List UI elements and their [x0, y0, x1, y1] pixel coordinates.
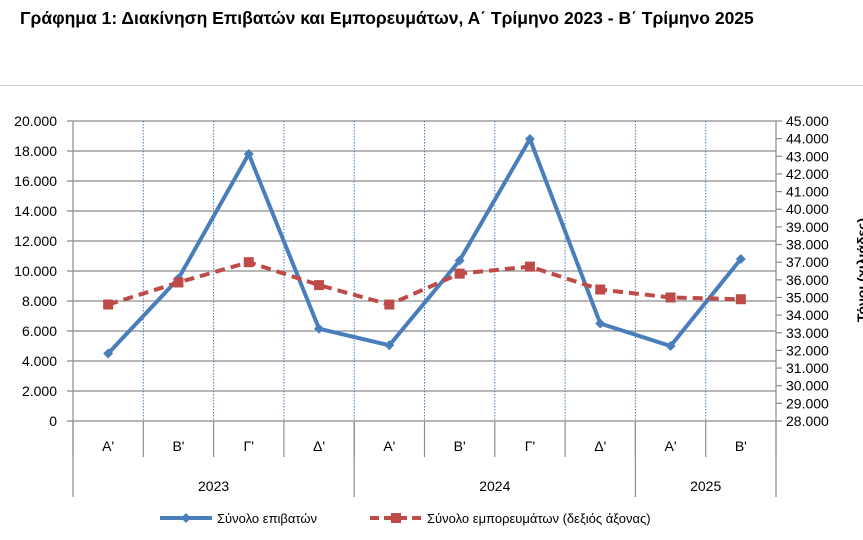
data-point-passengers: [103, 348, 114, 359]
right-tick-label: 38.000: [786, 237, 829, 253]
right-tick-label: 32.000: [786, 342, 829, 358]
left-tick-label: 14.000: [14, 203, 57, 219]
left-tick-label: 0: [49, 413, 57, 429]
data-point-goods: [665, 292, 676, 303]
right-tick-label: 42.000: [786, 166, 829, 182]
right-axis-title: Τόνοι (χιλιάδες): [854, 218, 863, 322]
data-point-goods: [243, 257, 254, 268]
data-point-passengers: [735, 254, 746, 264]
category-label: Β': [454, 438, 466, 454]
chart-title: Γράφημα 1: Διακίνηση Επιβατών και Εμπορε…: [20, 8, 754, 28]
right-tick-label: 44.000: [786, 131, 829, 147]
data-point-passengers: [243, 149, 254, 159]
left-tick-label: 20.000: [14, 113, 57, 129]
right-tick-label: 43.000: [786, 148, 829, 164]
left-tick-label: 4.000: [22, 353, 57, 369]
data-point-goods: [103, 299, 114, 310]
category-label: Β': [172, 438, 184, 454]
divider: [0, 85, 863, 86]
category-label: Β': [735, 438, 747, 454]
right-tick-label: 40.000: [786, 201, 829, 217]
data-point-passengers: [665, 341, 676, 351]
legend-marker: [391, 513, 401, 523]
category-label: Α': [383, 438, 395, 454]
left-tick-label: 16.000: [14, 173, 57, 189]
data-point-goods: [173, 277, 184, 288]
left-tick-label: 6.000: [22, 323, 57, 339]
data-point-passengers: [524, 134, 535, 144]
data-point-passengers: [454, 255, 465, 266]
left-tick-label: 18.000: [14, 143, 57, 159]
data-point-goods: [314, 280, 325, 291]
left-tick-label: 8.000: [22, 293, 57, 309]
series-line-passengers: [106, 134, 743, 355]
category-label: Α': [102, 438, 114, 454]
right-tick-label: 41.000: [786, 184, 829, 200]
data-point-goods: [384, 299, 395, 310]
right-tick-label: 45.000: [786, 113, 829, 129]
data-point-goods: [524, 261, 535, 272]
category-label: Δ': [594, 438, 606, 454]
year-label: 2025: [690, 478, 721, 494]
right-tick-label: 35.000: [786, 289, 829, 305]
data-point-goods: [454, 268, 465, 279]
year-label: 2024: [479, 478, 510, 494]
year-label: 2023: [198, 478, 229, 494]
data-point-goods: [595, 284, 606, 295]
category-label: Γ': [244, 438, 254, 454]
right-tick-label: 34.000: [786, 307, 829, 323]
right-tick-label: 39.000: [786, 219, 829, 235]
right-tick-label: 30.000: [786, 378, 829, 394]
right-tick-label: 36.000: [786, 272, 829, 288]
legend-label: Σύνολο εμπορευμάτων (δεξιός άξονας): [427, 511, 651, 526]
data-point-passengers: [314, 323, 325, 334]
left-tick-label: 2.000: [22, 383, 57, 399]
right-tick-label: 31.000: [786, 360, 829, 376]
right-tick-label: 29.000: [786, 395, 829, 411]
category-label: Α': [665, 438, 677, 454]
data-point-goods: [735, 294, 746, 305]
legend-marker: [181, 513, 191, 523]
category-label: Δ': [313, 438, 325, 454]
left-tick-label: 12.000: [14, 233, 57, 249]
right-tick-label: 37.000: [786, 254, 829, 270]
legend-label: Σύνολο επιβατών: [217, 511, 317, 526]
right-tick-label: 33.000: [786, 325, 829, 341]
data-point-passengers: [595, 318, 606, 329]
category-label: Γ': [525, 438, 535, 454]
data-point-passengers: [384, 340, 395, 351]
left-tick-label: 10.000: [14, 263, 57, 279]
series-line-goods: [107, 260, 741, 307]
right-tick-label: 28.000: [786, 413, 829, 429]
